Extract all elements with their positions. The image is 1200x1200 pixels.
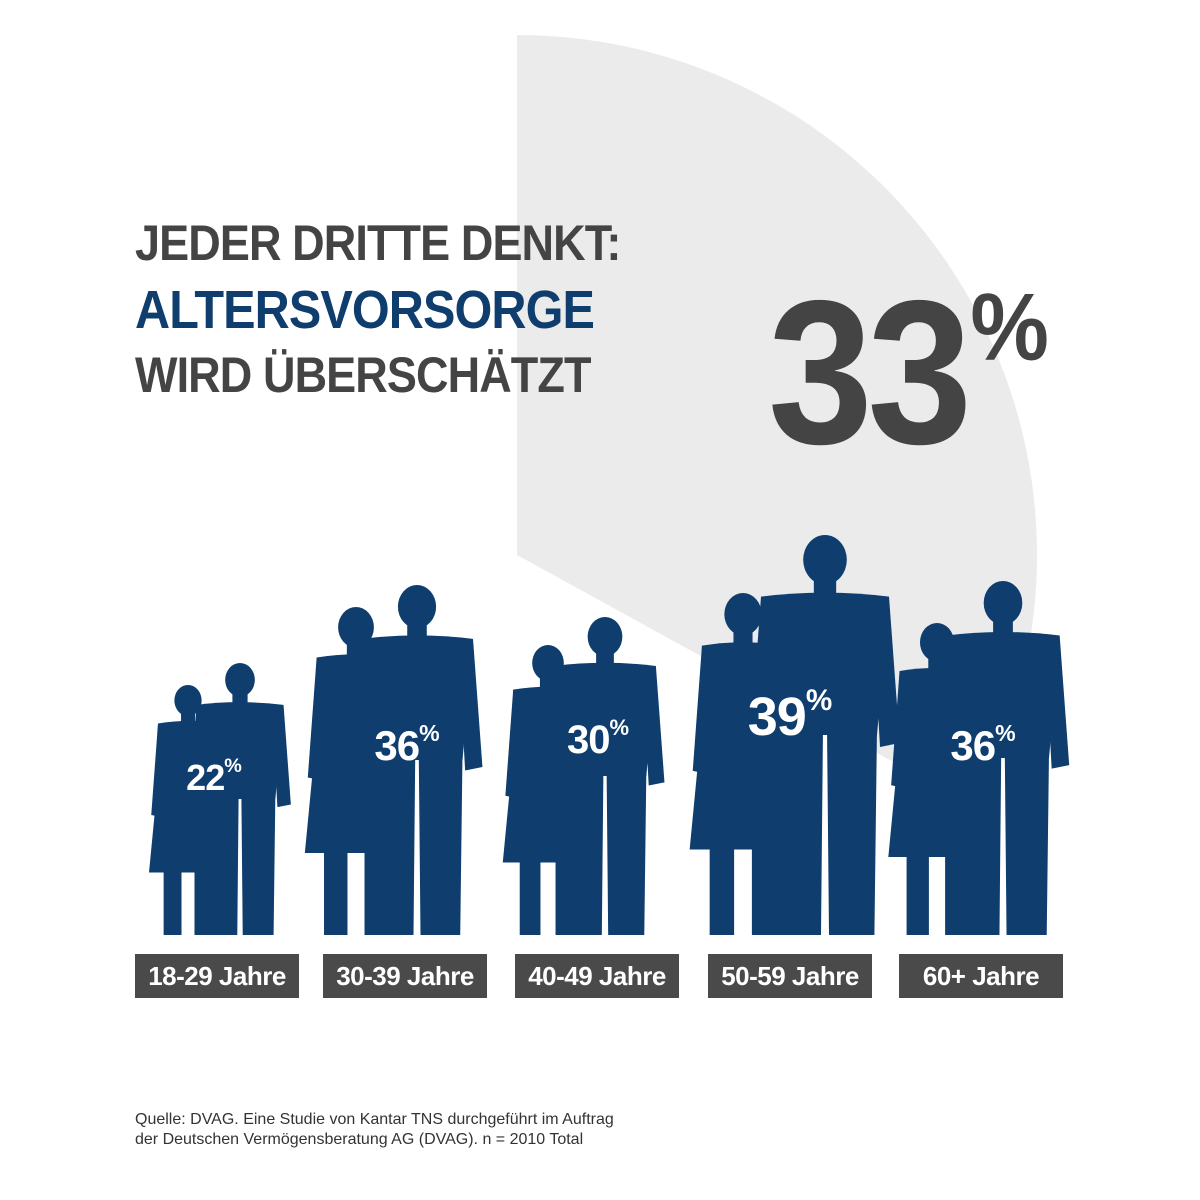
age-group-percentage-number: 30 xyxy=(566,718,610,762)
woman-silhouette xyxy=(502,645,594,935)
age-group-percentage: 39% xyxy=(730,685,850,747)
source-line-2: der Deutschen Vermögensberatung AG (DVAG… xyxy=(135,1131,584,1148)
couple-silhouette xyxy=(689,535,900,935)
age-group-percentage-sign: % xyxy=(805,683,833,717)
woman-silhouette xyxy=(304,607,408,935)
age-group-percentage-number: 22 xyxy=(186,757,225,798)
total-percentage: 33% xyxy=(768,270,1049,475)
age-group-percentage: 30% xyxy=(538,716,658,762)
woman-silhouette xyxy=(689,593,797,935)
age-group-percentage-sign: % xyxy=(419,719,440,746)
age-group-label: 60+ Jahre xyxy=(899,954,1063,998)
source-line-1: Quelle: DVAG. Eine Studie von Kantar TNS… xyxy=(135,1111,614,1128)
age-group-percentage: 36% xyxy=(923,721,1043,769)
age-group-percentage-sign: % xyxy=(609,714,630,740)
age-group-label: 40-49 Jahre xyxy=(515,954,679,998)
age-group-percentage-sign: % xyxy=(995,719,1016,746)
woman-silhouette xyxy=(888,623,986,935)
age-group-percentage-sign: % xyxy=(224,755,242,778)
couple-silhouette xyxy=(888,581,1070,935)
age-group-percentage-number: 39 xyxy=(747,687,807,747)
total-percentage-number: 33 xyxy=(768,258,972,487)
couple-silhouette xyxy=(149,663,291,935)
source-note: Quelle: DVAG. Eine Studie von Kantar TNS… xyxy=(135,1110,614,1150)
headline-line-3: WIRD ÜBERSCHÄTZT xyxy=(135,347,591,403)
headline-line-2: ALTERSVORSORGE xyxy=(135,280,595,340)
age-group-percentage: 36% xyxy=(347,721,467,769)
couple-silhouette xyxy=(502,617,665,935)
headline-line-1: JEDER DRITTE DENKT: xyxy=(135,215,621,271)
couple-silhouette xyxy=(304,585,483,935)
age-group-label: 18-29 Jahre xyxy=(135,954,299,998)
age-group-percentage-number: 36 xyxy=(374,722,420,769)
age-group-percentage-number: 36 xyxy=(950,722,996,769)
pie-wedge-33-percent xyxy=(517,35,1038,806)
age-group-label: 30-39 Jahre xyxy=(323,954,487,998)
age-group-label: 50-59 Jahre xyxy=(708,954,872,998)
total-percentage-sign: % xyxy=(970,274,1049,381)
age-group-percentage: 22% xyxy=(154,756,274,798)
woman-silhouette xyxy=(149,685,227,935)
